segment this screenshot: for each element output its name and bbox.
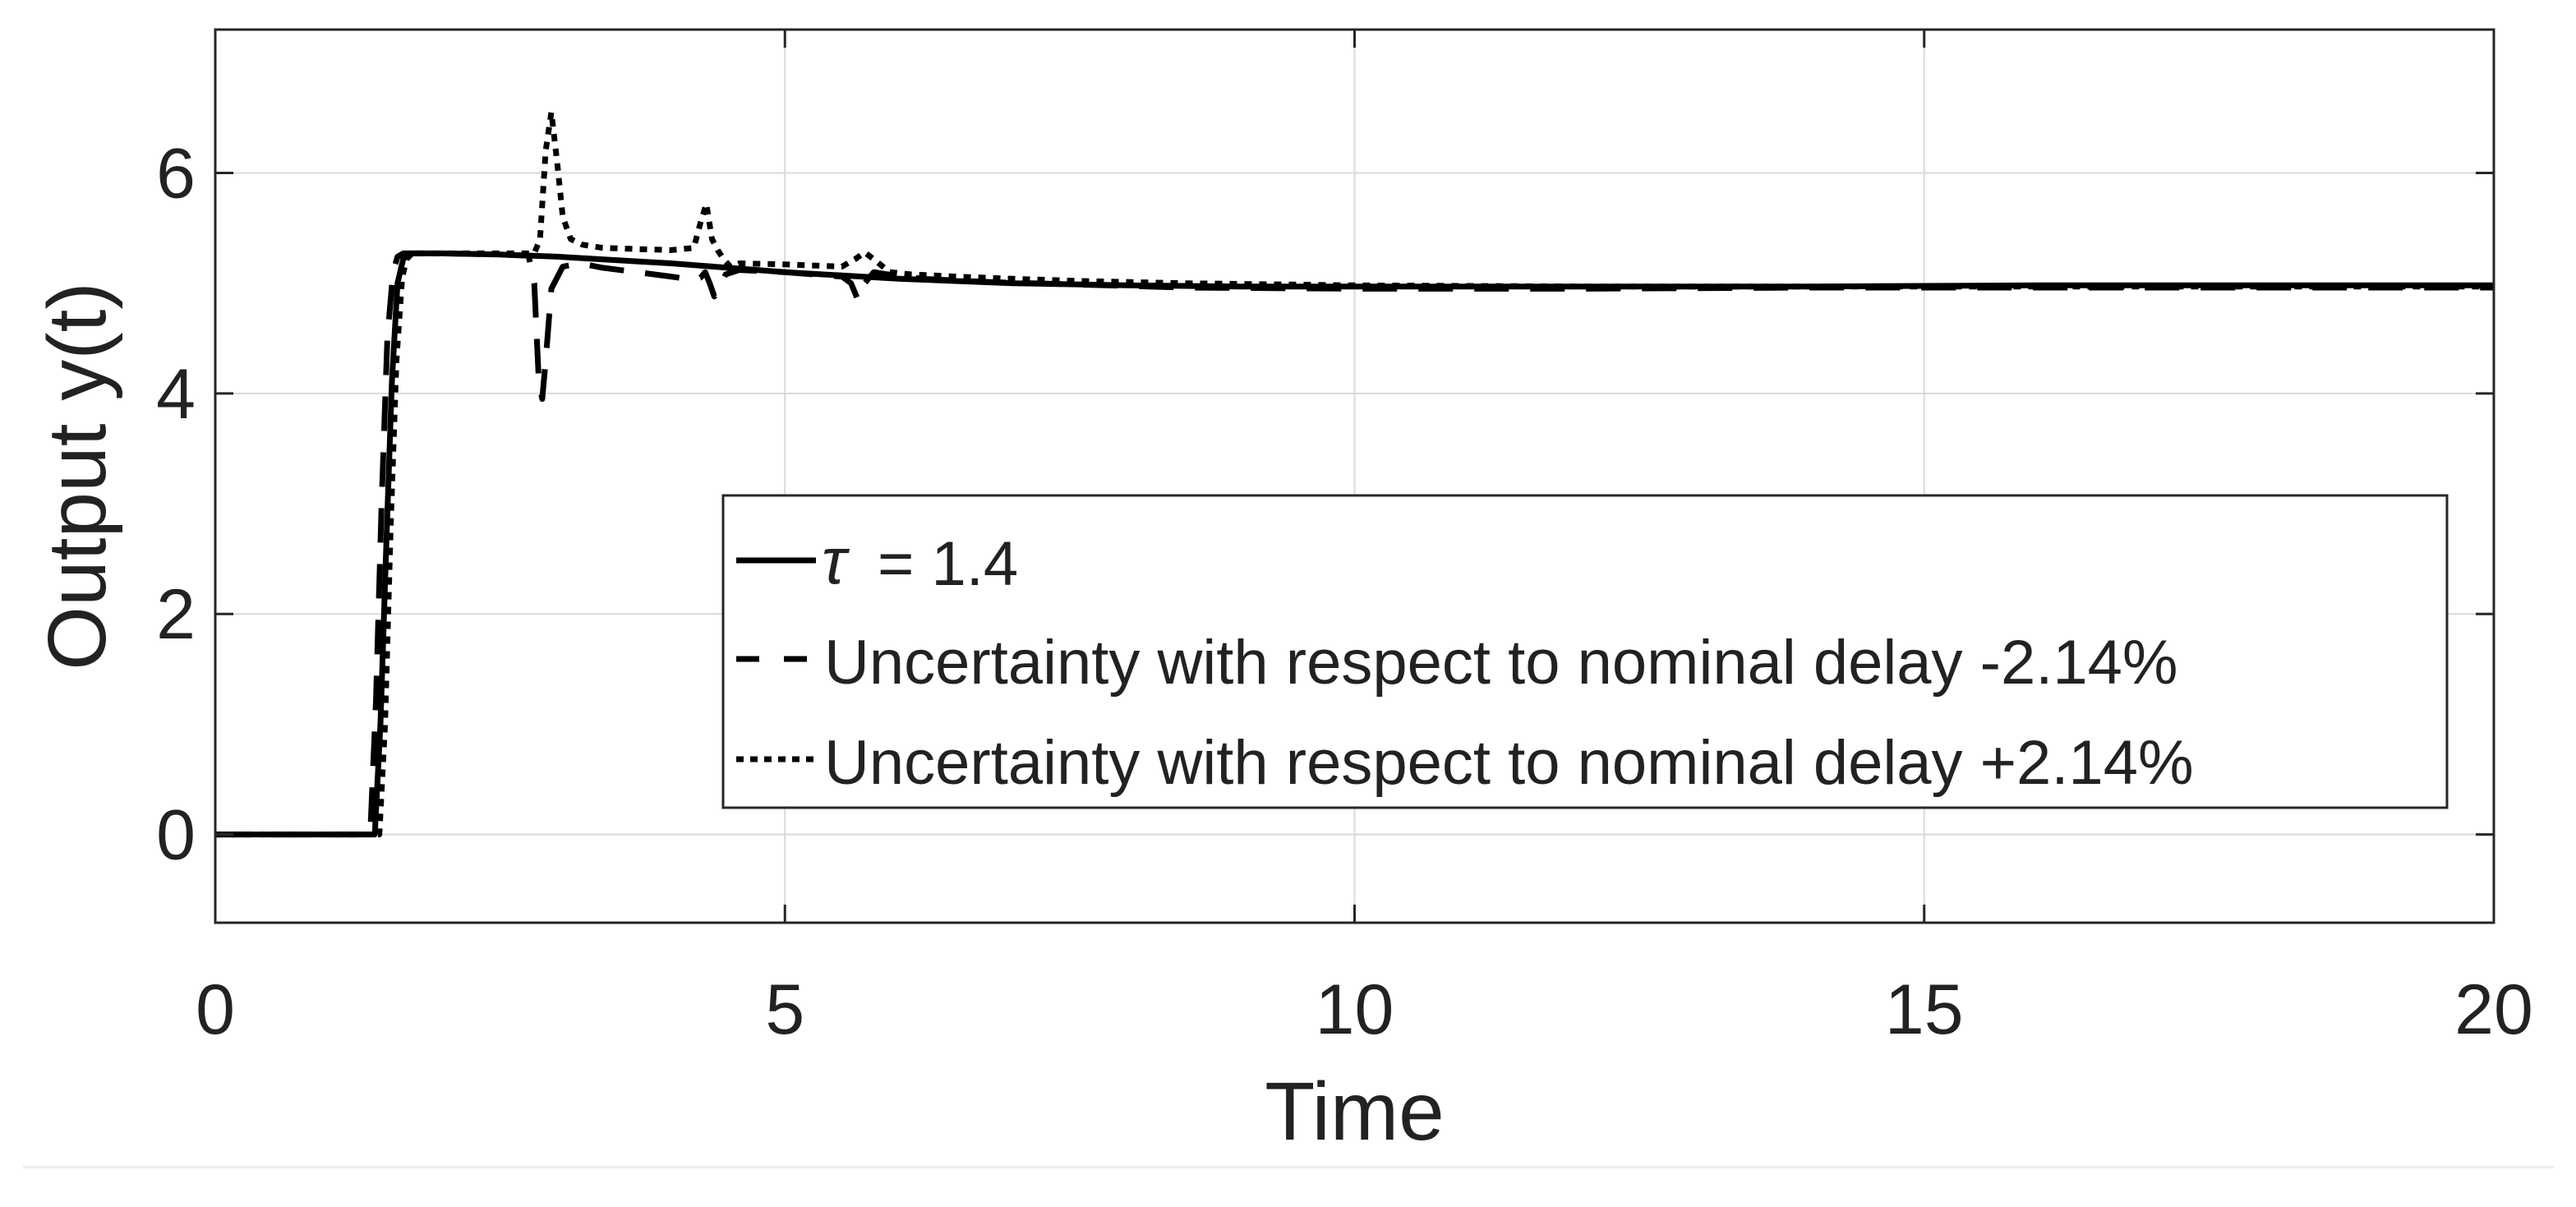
x-tick-label: 20 [2454,970,2533,1049]
series-layer [215,109,2494,838]
x-tick-label: 15 [1885,970,1964,1049]
x-tick-label: 10 [1316,970,1394,1049]
y-tick-label: 0 [156,796,196,875]
legend-entry-label: Uncertainty with respect to nominal dela… [824,628,2177,698]
legend-entry-label: Uncertainty with respect to nominal dela… [824,728,2194,798]
y-tick-label: 2 [156,575,196,654]
axis-ticks: 0 5 10 15 20 0 2 4 6 [156,30,2533,1049]
x-tick-label: 5 [765,970,804,1049]
x-tick-label: 0 [196,970,235,1049]
legend: τ = 1.4 Uncertainty with respect to nomin… [721,494,2449,809]
y-tick-label: 4 [156,355,196,434]
legend-box [721,494,2449,809]
legend-symbol: τ [822,524,850,597]
series-line-dotted [215,109,2494,838]
series-line-solid [215,250,2494,838]
figure-bottom-rule [23,1166,2554,1168]
y-axis-label: Output y(t) [31,282,123,670]
x-axis-label: Time [1265,1066,1445,1158]
y-tick-label: 6 [156,134,196,213]
legend-entry-label: = 1.4 [878,529,1018,599]
